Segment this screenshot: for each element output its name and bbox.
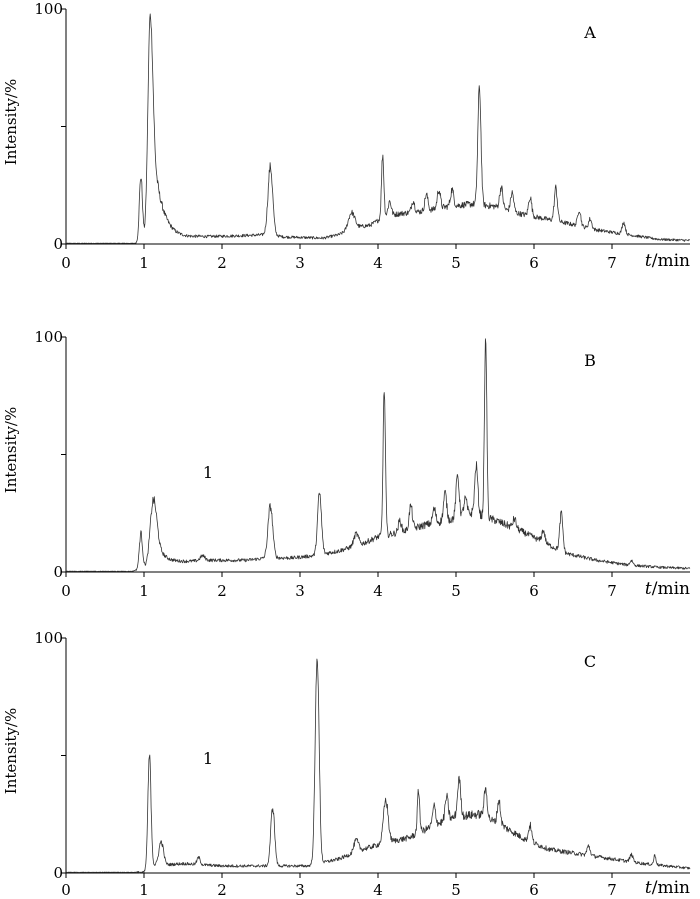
x-tick-label: 1 — [139, 881, 149, 899]
y-tick-label: 0 — [53, 563, 63, 581]
x-tick-label: 0 — [61, 881, 71, 899]
x-axis-var: t — [645, 251, 652, 271]
x-tick-label: 3 — [295, 254, 305, 272]
x-tick-label: 2 — [217, 254, 227, 272]
panel-label: A — [583, 23, 596, 42]
panel-c: 100 00 1 2 3 4 5 6 7 t/min Intensity/% C 1 — [2, 629, 691, 899]
x-tick-label: 5 — [451, 582, 461, 600]
x-tick-label: 0 — [61, 254, 71, 272]
x-axis-unit: /min — [652, 579, 690, 599]
x-tick-label: 1 — [139, 254, 149, 272]
x-tick-label: 6 — [529, 254, 539, 272]
y-axis-label: Intensity/% — [2, 79, 20, 165]
x-axis-var: t — [645, 579, 652, 599]
chromatogram-trace — [65, 13, 690, 244]
x-axis-var: t — [645, 878, 652, 898]
x-tick-label: 7 — [607, 881, 617, 899]
x-tick-label: 2 — [217, 582, 227, 600]
x-tick-label: 4 — [373, 881, 383, 899]
panel-label: C — [584, 652, 596, 671]
x-axis-label: t/min — [645, 579, 690, 599]
panel-label: B — [584, 351, 596, 370]
x-axis-unit: /min — [652, 251, 690, 271]
y-axis-label: Intensity/% — [2, 708, 20, 794]
panel-b: 100 00 1 2 3 4 5 6 7 t/min Intensity/% B 1 — [2, 328, 691, 600]
x-tick-label: 6 — [529, 582, 539, 600]
y-tick-label: 100 — [34, 629, 63, 647]
x-tick-label: 5 — [451, 254, 461, 272]
x-tick-label: 4 — [373, 254, 383, 272]
x-tick-label: 0 — [61, 582, 71, 600]
y-tick-label: 0 — [53, 235, 63, 253]
x-tick-label: 1 — [139, 582, 149, 600]
y-tick-label: 0 — [53, 864, 63, 882]
x-axis-label: t/min — [645, 878, 690, 898]
chromatogram-trace — [65, 338, 691, 572]
x-tick-label: 2 — [217, 881, 227, 899]
chromatogram-trace — [66, 658, 691, 874]
y-tick-label: 100 — [34, 328, 63, 346]
peak-annotation: 1 — [203, 463, 213, 482]
x-tick-label: 7 — [607, 582, 617, 600]
panel-a: 100 00 1 2 3 4 5 6 7 t/min Intensity/% A — [2, 0, 690, 272]
x-tick-label: 5 — [451, 881, 461, 899]
y-tick-label: 100 — [34, 0, 63, 18]
y-axis-label: Intensity/% — [2, 407, 20, 493]
x-tick-label: 6 — [529, 881, 539, 899]
peak-annotation: 1 — [203, 749, 213, 768]
x-tick-label: 7 — [607, 254, 617, 272]
x-tick-label: 3 — [295, 582, 305, 600]
x-tick-label: 4 — [373, 582, 383, 600]
x-axis-label: t/min — [645, 251, 690, 271]
x-axis-unit: /min — [652, 878, 690, 898]
x-tick-label: 3 — [295, 881, 305, 899]
